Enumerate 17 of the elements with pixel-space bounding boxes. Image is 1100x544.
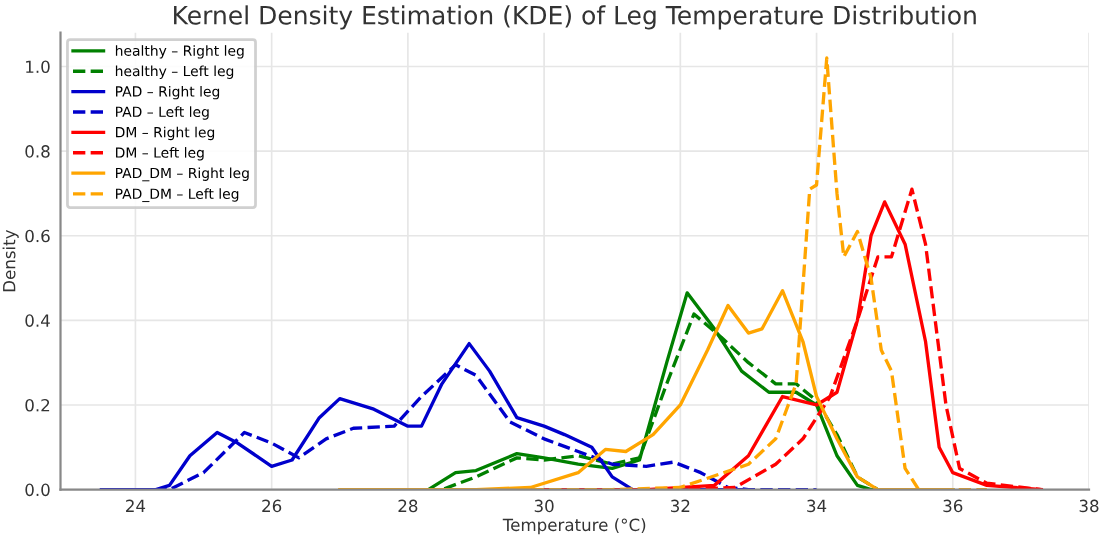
x-tick-label: 28 [398, 499, 418, 513]
x-tick-label: 36 [943, 499, 963, 513]
y-tick-label: 0.6 [25, 229, 50, 243]
y-tick-label: 1.0 [26, 60, 50, 74]
x-tick-label: 34 [807, 499, 827, 513]
x-axis-title: Temperature (°C) [502, 518, 646, 535]
y-axis-title: Density [2, 229, 19, 292]
x-tick-label: 38 [1079, 499, 1099, 513]
y-tick-label: 0.8 [25, 145, 50, 158]
y-tick-label: 0.0 [25, 483, 50, 497]
chart-title: Kernel Density Estimation (KDE) of Leg Temperature Distribution [174, 5, 976, 30]
x-tick-label: 32 [670, 499, 690, 513]
x-tick-label: 26 [262, 499, 282, 513]
y-tick-label: 0.4 [25, 314, 50, 327]
y-tick-label: 0.2 [25, 398, 50, 412]
x-tick-label: 24 [126, 499, 146, 512]
x-tick-label: 30 [534, 499, 554, 513]
